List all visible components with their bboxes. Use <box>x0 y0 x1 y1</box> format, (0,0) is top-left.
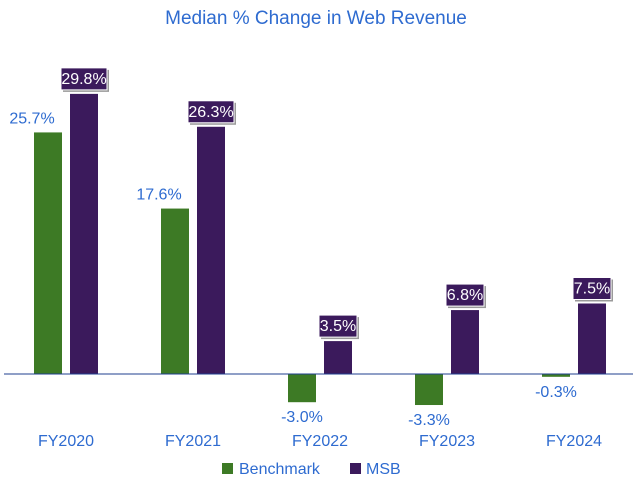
data-label-box-msb-fy2023 <box>445 283 485 307</box>
data-labels-layer: 25.7% 29.8% 17.6% 26.3% -3.0% 3.5% -3.3% 6.8% -0… <box>9 67 613 429</box>
data-label-benchmark-fy2020: 25.7% <box>9 110 54 127</box>
data-label-benchmark-fy2022: -3.0% <box>281 409 323 426</box>
legend-swatch-msb <box>350 463 361 474</box>
category-axis: FY2020 FY2021 FY2022 FY2023 FY2024 <box>38 433 602 450</box>
bar-msb-fy2021 <box>197 126 225 374</box>
bars-layer <box>34 93 606 406</box>
data-label-benchmark-fy2024: -0.3% <box>535 384 577 401</box>
category-label-fy2024: FY2024 <box>546 433 602 450</box>
bar-benchmark-fy2020 <box>34 132 62 374</box>
bar-msb-fy2023 <box>451 310 479 374</box>
category-label-fy2023: FY2023 <box>419 433 475 450</box>
category-label-fy2021: FY2021 <box>165 433 221 450</box>
data-label-benchmark-fy2023: -3.3% <box>408 412 450 429</box>
bar-benchmark-fy2022 <box>288 374 316 403</box>
data-label-msb-fy2022: 3.5% <box>320 318 356 335</box>
legend-label-benchmark: Benchmark <box>239 461 321 478</box>
legend-swatch-benchmark <box>222 463 233 474</box>
legend: Benchmark MSB <box>222 461 401 478</box>
data-label-msb-fy2024: 7.5% <box>574 281 610 298</box>
data-label-msb-fy2021: 26.3% <box>188 104 233 121</box>
data-label-benchmark-fy2021: 17.6% <box>136 187 181 204</box>
data-label-box-msb-fy2021 <box>187 100 235 124</box>
bar-benchmark-fy2023 <box>415 374 443 406</box>
bar-msb-fy2020 <box>70 93 98 374</box>
bar-benchmark-fy2024 <box>542 374 570 377</box>
bar-benchmark-fy2021 <box>161 208 189 374</box>
data-label-box-msb-fy2022 <box>318 314 358 338</box>
data-label-msb-fy2023: 6.8% <box>447 287 483 304</box>
legend-label-msb: MSB <box>366 461 401 478</box>
bar-msb-fy2024 <box>578 303 606 374</box>
data-label-box-msb-fy2024 <box>572 277 612 300</box>
bar-msb-fy2022 <box>324 341 352 374</box>
data-label-box-msb-fy2020 <box>60 67 108 91</box>
category-label-fy2022: FY2022 <box>292 433 348 450</box>
chart-title: Median % Change in Web Revenue <box>165 8 467 29</box>
category-label-fy2020: FY2020 <box>38 433 94 450</box>
data-label-msb-fy2020: 29.8% <box>61 71 106 88</box>
